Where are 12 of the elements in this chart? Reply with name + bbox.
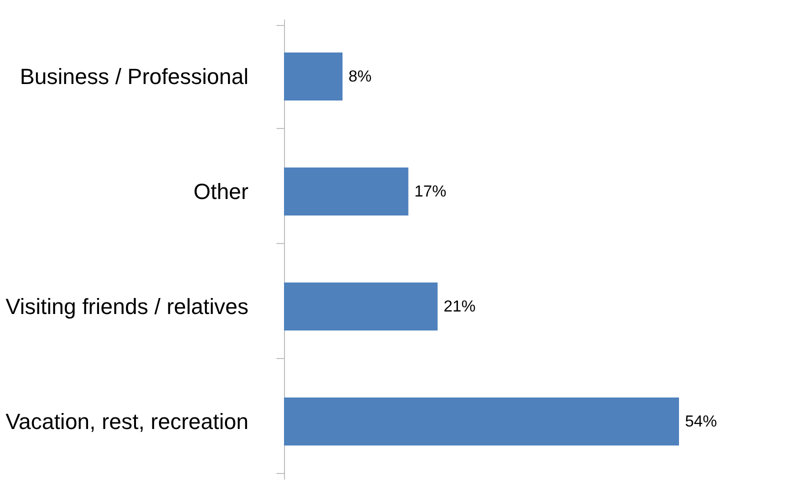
data-label: 17% <box>414 184 446 200</box>
y-tick-label: Other <box>193 179 248 204</box>
y-tick-label: Business / Professional <box>20 64 248 89</box>
y-tick-label: Visiting friends / relatives <box>6 294 248 319</box>
data-label: 8% <box>348 68 372 86</box>
y-tick-label: Vacation, rest, recreation <box>6 409 248 434</box>
bar <box>284 52 343 100</box>
bar <box>284 398 679 446</box>
bar <box>284 282 438 330</box>
data-label: 21% <box>444 298 476 316</box>
bar <box>284 168 408 216</box>
data-label: 54% <box>685 414 718 430</box>
